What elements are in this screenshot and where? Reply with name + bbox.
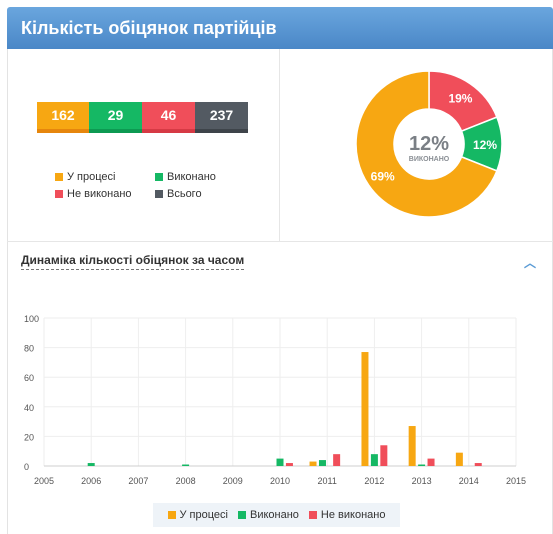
legend-item-total: Всього <box>155 188 202 200</box>
bar <box>380 445 388 466</box>
x-tick-label: 2011 <box>318 476 337 486</box>
section-title: Динаміка кількості обіцянок за часом <box>21 253 245 270</box>
bar <box>361 352 369 466</box>
legend-swatch <box>155 173 163 181</box>
bar <box>418 464 426 466</box>
horizontal-divider <box>7 241 553 242</box>
x-tick-label: 2014 <box>459 476 479 486</box>
x-tick-label: 2013 <box>412 476 432 486</box>
legend-swatch <box>167 511 176 519</box>
legend-item-in-progress: У процесі <box>55 171 115 183</box>
legend-swatch <box>55 190 63 198</box>
x-tick-label: 2005 <box>34 476 54 486</box>
legend-label: Не виконано <box>320 509 386 521</box>
y-tick-label: 0 <box>24 462 29 472</box>
bar <box>408 426 416 466</box>
y-tick-label: 60 <box>24 373 34 383</box>
legend-label: Не виконано <box>67 188 132 200</box>
legend-label: У процесі <box>67 171 116 183</box>
vertical-divider <box>279 49 280 241</box>
legend-swatch <box>238 511 246 519</box>
legend-label: Виконано <box>167 171 216 183</box>
bar <box>455 452 463 466</box>
stat-total: 237 <box>195 102 248 133</box>
x-tick-label: 2010 <box>270 476 290 486</box>
legend-label: Всього <box>167 188 202 200</box>
widget-header: Кількість обіцянок партійців <box>7 7 553 49</box>
y-tick-label: 80 <box>24 344 34 354</box>
bar <box>333 454 341 466</box>
y-tick-label: 100 <box>24 314 39 324</box>
bar <box>427 458 435 466</box>
stat-not-done-value: 46 <box>160 107 177 123</box>
legend-label: Виконано <box>250 509 299 521</box>
x-tick-label: 2015 <box>506 476 526 486</box>
widget-title: Кількість обіцянок партійців <box>21 18 277 38</box>
bar <box>318 460 326 466</box>
stat-done-value: 29 <box>107 107 124 123</box>
legend-item-not-done: Не виконано <box>55 188 132 200</box>
x-tick-label: 2007 <box>128 476 148 486</box>
bar <box>370 454 378 466</box>
legend-item-done: Виконано <box>155 171 216 183</box>
x-tick-label: 2012 <box>364 476 384 486</box>
stat-in-progress-value: 162 <box>51 107 75 123</box>
chevron-up-icon[interactable]: ︿ <box>524 256 537 270</box>
chart-legend-not-done[interactable]: Не виконано <box>308 509 386 521</box>
stat-not-done: 46 <box>142 102 195 133</box>
bar <box>87 463 95 466</box>
stat-total-value: 237 <box>209 107 234 123</box>
legend-swatch <box>55 173 63 181</box>
x-tick-label: 2006 <box>81 476 101 486</box>
x-tick-label: 2009 <box>223 476 243 486</box>
chart-legend-in-progress[interactable]: У процесі <box>167 509 228 521</box>
legend-label: У процесі <box>179 509 228 521</box>
chart-legend-done[interactable]: Виконано <box>238 509 299 521</box>
legend-swatch <box>155 190 163 198</box>
x-tick-label: 2008 <box>176 476 196 486</box>
bar <box>182 464 190 466</box>
bar <box>276 458 284 466</box>
y-tick-label: 40 <box>24 403 34 413</box>
stat-in-progress: 162 <box>37 102 89 133</box>
stat-done: 29 <box>89 102 142 133</box>
bar <box>285 463 293 466</box>
bar <box>309 461 317 466</box>
bar <box>474 463 482 466</box>
chart-legend: У процесі Виконано Не виконано <box>153 503 400 527</box>
y-tick-label: 20 <box>24 432 34 442</box>
legend-swatch <box>308 511 317 519</box>
